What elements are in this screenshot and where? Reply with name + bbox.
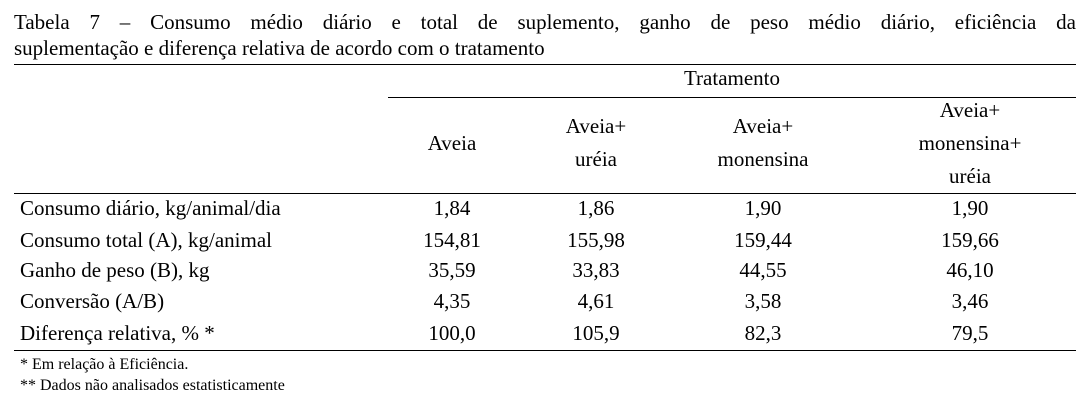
rule xyxy=(14,350,1076,351)
cell: 1,90 xyxy=(744,196,782,220)
cell: 100,0 xyxy=(428,321,476,345)
row-label: Consumo total (A), kg/animal xyxy=(20,228,272,252)
column-header: monensina+ xyxy=(918,130,1022,155)
cell: 35,59 xyxy=(428,258,476,282)
cell: 154,81 xyxy=(423,228,481,252)
cell: 44,55 xyxy=(739,258,787,282)
rule xyxy=(14,193,1076,194)
caption-line: suplementação e diferença relativa de ac… xyxy=(14,36,545,60)
cell: 3,58 xyxy=(744,289,782,313)
cell: 1,90 xyxy=(951,196,989,220)
footnote: ** Dados não analisados estatisticamente xyxy=(20,377,285,394)
cell: 82,3 xyxy=(744,321,782,345)
column-header: Aveia+ xyxy=(732,114,794,138)
column-header: Aveia+ xyxy=(565,114,627,138)
cell: 4,35 xyxy=(433,289,471,313)
cell: 1,84 xyxy=(433,196,471,220)
column-header: uréia xyxy=(575,147,617,171)
cell: 33,83 xyxy=(572,258,620,282)
cell: 3,46 xyxy=(951,289,989,313)
cell: 105,9 xyxy=(572,321,620,345)
column-header: monensina xyxy=(717,147,809,171)
cell: 79,5 xyxy=(951,321,989,345)
rule xyxy=(14,64,1076,65)
cell: 159,66 xyxy=(941,228,999,252)
cell: 4,61 xyxy=(577,289,615,313)
column-header: Aveia xyxy=(427,130,477,155)
row-label: Conversão (A/B) xyxy=(20,289,165,313)
row-label: Ganho de peso (B), kg xyxy=(20,258,210,282)
cell: 155,98 xyxy=(567,228,625,252)
caption-line: Tabela 7 – Consumo médio diário e total … xyxy=(14,10,1076,34)
group-header: Tratamento xyxy=(683,66,781,90)
rule xyxy=(388,97,1076,98)
column-header: uréia xyxy=(949,163,991,188)
cell: 46,10 xyxy=(946,258,994,282)
row-label: Diferença relativa, % * xyxy=(20,321,215,345)
cell: 1,86 xyxy=(577,196,615,220)
cell: 159,44 xyxy=(734,228,792,252)
footnote: * Em relação à Eficiência. xyxy=(20,356,189,373)
row-label: Consumo diário, kg/animal/dia xyxy=(20,196,281,220)
column-header: Aveia+ xyxy=(939,97,1001,122)
